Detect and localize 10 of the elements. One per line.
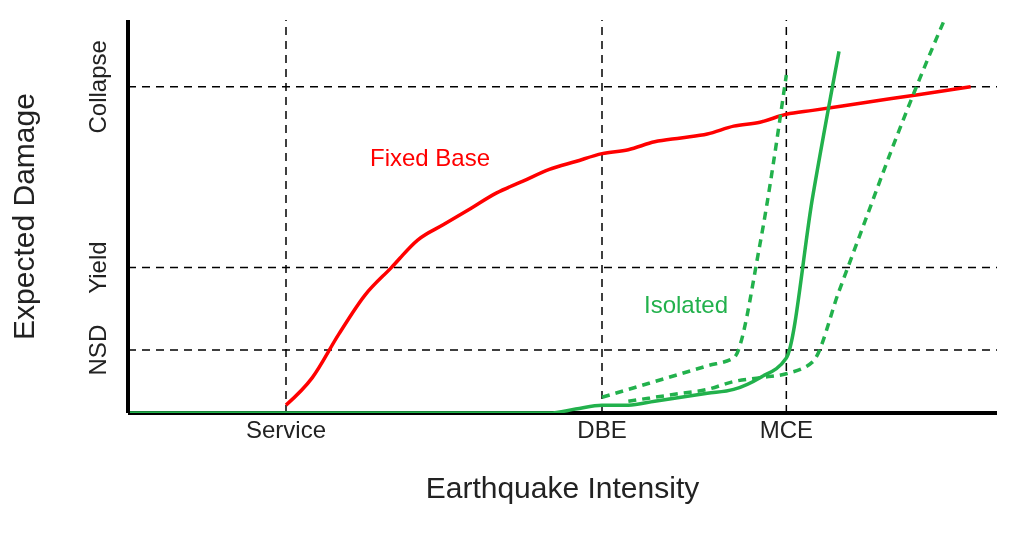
ref-line-label: Collapse: [84, 40, 112, 134]
ref-line-label: Yield: [84, 241, 112, 294]
x-tick-label: MCE: [759, 416, 814, 444]
annotation: Isolated: [644, 291, 729, 319]
ref-line-label: NSD: [84, 324, 112, 376]
x-tick-label: Service: [245, 416, 327, 444]
x-tick-label: DBE: [577, 416, 627, 444]
x-axis-title: Earthquake Intensity: [425, 471, 700, 504]
y-axis-title: Expected Damage: [6, 93, 40, 340]
annotation: Fixed Base: [370, 144, 491, 172]
